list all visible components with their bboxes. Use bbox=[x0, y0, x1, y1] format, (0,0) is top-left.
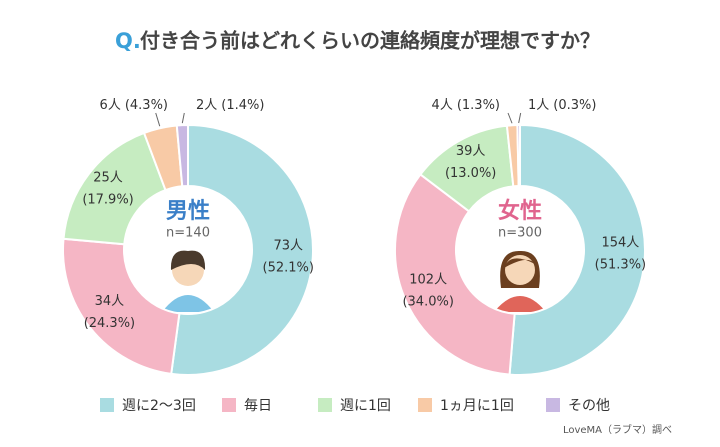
outside-label: 1人 (0.3%) bbox=[528, 98, 596, 113]
legend-swatch bbox=[418, 398, 432, 412]
legend-label: 週に1回 bbox=[340, 398, 391, 414]
outside-label: 4人 (1.3%) bbox=[432, 98, 500, 113]
legend-label: 週に2〜3回 bbox=[122, 398, 196, 414]
outside-label: 6人 (4.3%) bbox=[100, 98, 168, 113]
percent-label: (1.4%) bbox=[221, 98, 264, 113]
value-label: 102人 bbox=[409, 272, 447, 287]
legend-swatch bbox=[222, 398, 236, 412]
donut-segment bbox=[516, 123, 521, 188]
value-label: 39人 bbox=[456, 144, 486, 159]
leader-line bbox=[181, 112, 185, 124]
percent-label: (13.0%) bbox=[445, 166, 496, 181]
outside-label: 2人 (1.4%) bbox=[196, 98, 264, 113]
donut-segment bbox=[175, 123, 189, 188]
value-label: 4人 bbox=[432, 98, 453, 113]
value-label: 2人 bbox=[196, 98, 217, 113]
title-prefix: Q. bbox=[115, 29, 141, 53]
percent-label: (4.3%) bbox=[125, 98, 168, 113]
donut-segment bbox=[62, 237, 181, 375]
percent-label: (34.0%) bbox=[402, 294, 453, 309]
donut-segment bbox=[170, 123, 314, 376]
legend-label: 1ヵ月に1回 bbox=[440, 398, 514, 414]
value-label: 25人 bbox=[93, 171, 123, 186]
percent-label: (17.9%) bbox=[82, 193, 133, 208]
icons bbox=[162, 250, 546, 312]
legend-swatch bbox=[100, 398, 114, 412]
chart-title: 付き合う前はどれくらいの連絡頻度が理想ですか？ bbox=[140, 29, 600, 53]
icon-hair bbox=[170, 250, 206, 270]
percent-label: (0.3%) bbox=[553, 98, 596, 113]
donut-segment bbox=[394, 173, 516, 376]
percent-label: (1.3%) bbox=[457, 98, 500, 113]
donut-title: 女性 bbox=[498, 198, 542, 224]
icon-body bbox=[494, 296, 546, 312]
legend-swatch bbox=[318, 398, 332, 412]
percent-label: (52.1%) bbox=[263, 260, 314, 275]
source: LoveMA（ラブマ）調べ bbox=[563, 423, 672, 436]
value-label: 34人 bbox=[95, 294, 125, 309]
donut-subtitle: n=300 bbox=[498, 226, 542, 241]
donut-subtitle: n=140 bbox=[166, 226, 210, 241]
donut-segment bbox=[62, 131, 167, 246]
donut-title: 男性 bbox=[166, 199, 210, 224]
legend-label: その他 bbox=[568, 398, 610, 414]
value-label: 154人 bbox=[601, 236, 639, 251]
leader-line bbox=[518, 112, 522, 124]
legend-swatch bbox=[546, 398, 560, 412]
percent-label: (24.3%) bbox=[84, 316, 135, 331]
value-label: 73人 bbox=[273, 238, 303, 253]
icon-body bbox=[162, 295, 214, 312]
percent-label: (51.3%) bbox=[595, 258, 646, 273]
icon-bangs bbox=[504, 258, 535, 268]
donut-segment bbox=[508, 123, 646, 376]
value-label: 1人 bbox=[528, 98, 549, 113]
leader-line bbox=[507, 112, 513, 124]
leader-line bbox=[155, 112, 161, 127]
legend-label: 毎日 bbox=[244, 398, 272, 414]
value-label: 6人 bbox=[100, 98, 121, 113]
